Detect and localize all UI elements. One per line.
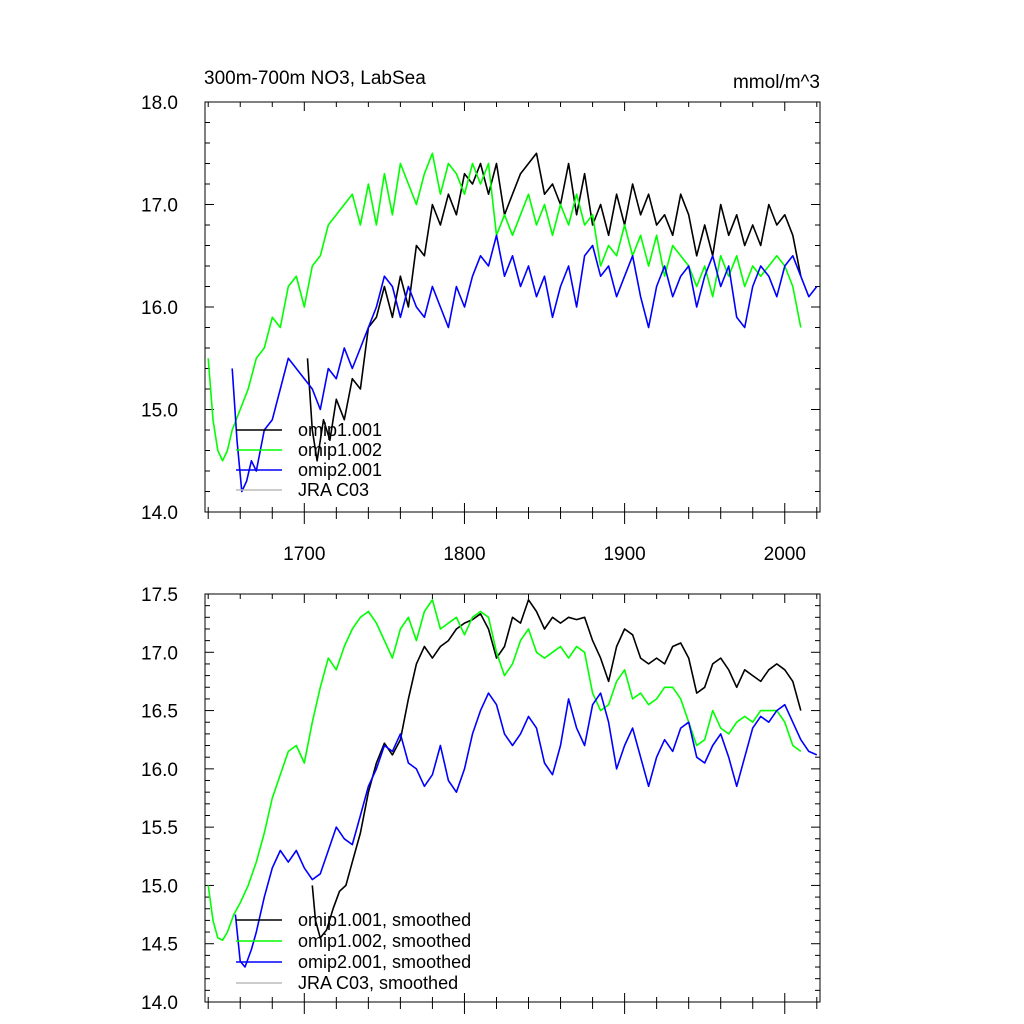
series-line-omip1.001: [306, 152, 802, 462]
x-tick-label: 1900: [603, 544, 645, 565]
legend-label: omip1.002, smoothed: [298, 931, 471, 951]
legend-label: omip1.001, smoothed: [298, 910, 471, 930]
y-tick-label: 15.0: [141, 876, 178, 897]
y-tick-label: 14.5: [141, 935, 178, 956]
y-tick-label: 17.5: [141, 585, 178, 606]
series-line-omip1.001: [311, 599, 802, 939]
series-line-omip2.001: [231, 234, 818, 493]
x-tick-label: 1700: [283, 544, 325, 565]
y-tick-label: 15.5: [141, 818, 178, 839]
x-tick-label: 2000: [764, 544, 806, 565]
y-tick-label: 14.0: [141, 993, 178, 1014]
legend-label: JRA C03, smoothed: [298, 973, 458, 993]
y-tick-label: 16.5: [141, 702, 178, 723]
bottom-panel: 14.0 14.5 15.0 15.5 16.0 16.5 17.0 17.5 omip1.00…: [141, 585, 821, 1014]
y-tick-label: 15.0: [141, 401, 178, 422]
legend-label: omip1.001: [298, 420, 382, 440]
x-tick-label: 1800: [443, 544, 485, 565]
series-line-omip2.001: [234, 692, 818, 968]
plot-frame: [204, 593, 821, 1003]
legend-label: omip2.001: [298, 460, 382, 480]
chart-title: 300m-700m NO3, LabSea: [204, 68, 426, 89]
y-tick-label: 17.0: [141, 196, 178, 217]
top-panel: 300m-700m NO3, LabSea mmol/m^3 14.0 15.0 1…: [141, 68, 821, 565]
series-line-omip1.002: [207, 152, 802, 462]
legend-label: omip2.001, smoothed: [298, 952, 471, 972]
y-tick-label: 16.0: [141, 760, 178, 781]
legend-label: JRA C03: [298, 480, 369, 500]
y-tick-label: 17.0: [141, 643, 178, 664]
y-tick-label: 16.0: [141, 298, 178, 319]
y-tick-label: 14.0: [141, 503, 178, 524]
series-line-omip1.002: [207, 599, 802, 941]
legend-label: omip1.002: [298, 440, 382, 460]
y-tick-label: 18.0: [141, 93, 178, 114]
units-label: mmol/m^3: [733, 72, 820, 93]
